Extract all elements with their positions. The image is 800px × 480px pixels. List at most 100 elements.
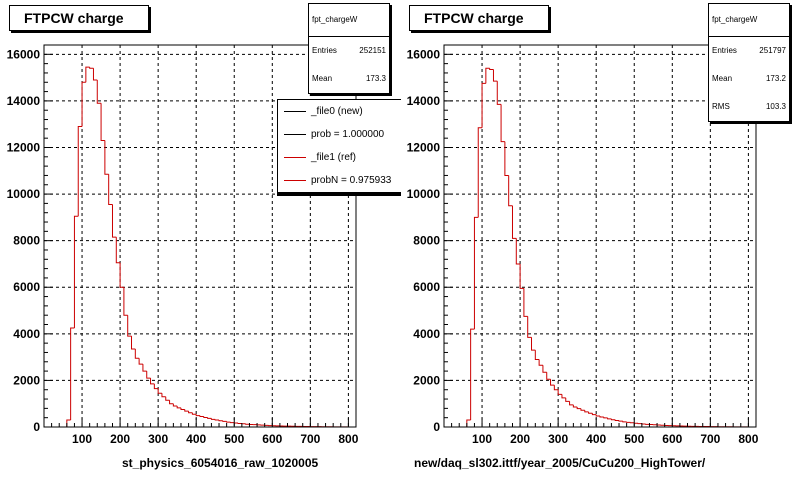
y-tick-label: 4000 <box>13 327 40 341</box>
histogram-bin <box>553 385 559 391</box>
histogram-bin <box>85 66 90 83</box>
histogram-bin <box>603 416 608 419</box>
histogram-bin <box>222 420 227 422</box>
histogram-bin <box>180 407 185 411</box>
legend-label: prob = 1.000000 <box>311 129 385 140</box>
histogram-bin <box>534 350 540 360</box>
x-tick-label: 300 <box>148 432 168 446</box>
stats-entries-label: Entries <box>712 46 737 55</box>
histogram-bin <box>184 409 189 412</box>
histogram-panel-right: 100 200 300 400 500 600 700 800 0 2000 4000 6000 800… <box>400 0 800 480</box>
stats-name: fpt_chargeW <box>709 4 789 37</box>
x-tick-label: 200 <box>110 432 130 446</box>
histogram-bin <box>572 404 578 408</box>
histogram-bin <box>470 328 475 421</box>
legend-label: _file0 (new) <box>311 106 363 117</box>
histogram-bin <box>134 348 140 359</box>
plot-frame <box>443 44 757 428</box>
histogram-bin <box>176 406 181 409</box>
histogram-bin <box>172 403 178 407</box>
histogram-bin <box>161 393 166 398</box>
histogram-bin <box>92 68 98 81</box>
histogram-bin <box>481 82 486 128</box>
x-tick-label: 800 <box>738 432 758 446</box>
x-tick-label: 400 <box>186 432 206 446</box>
x-tick-label: 700 <box>300 432 320 446</box>
legend-entry: probN = 0.975933 <box>278 169 401 192</box>
y-tick-label: 16000 <box>7 47 41 61</box>
x-tick-label: 500 <box>224 432 244 446</box>
x-tick-label: 100 <box>72 432 92 446</box>
histogram-bin <box>142 364 147 372</box>
stats-name: fpt_chargeW <box>309 4 389 37</box>
histogram-bin <box>108 174 113 206</box>
histogram-bin <box>576 406 581 410</box>
histogram-bin <box>123 287 128 316</box>
legend: _file0 (new) prob = 1.000000 _file1 (ref… <box>277 99 401 193</box>
histogram-bin <box>492 69 498 82</box>
x-tick-label: 200 <box>510 432 530 446</box>
histogram-bin <box>557 389 562 395</box>
histogram-bin <box>565 397 570 402</box>
histogram-plot-right: 100 200 300 400 500 600 700 8000200040006000800… <box>407 44 759 446</box>
stats-mean-label: Mean <box>312 74 333 83</box>
histogram-bin <box>508 175 513 207</box>
stats-box: fpt_chargeW Entries 251797 Mean 173.2 RM… <box>708 3 790 122</box>
stats-mean-value: 173.2 <box>765 74 786 83</box>
histogram-bin <box>146 371 151 379</box>
histogram-bin <box>584 410 589 413</box>
histogram-bin <box>210 418 216 420</box>
x-tick-label: 800 <box>338 432 358 446</box>
stats-entries-value: 252151 <box>359 46 386 55</box>
histogram-bin <box>199 415 204 418</box>
x-tick-label: 600 <box>662 432 682 446</box>
histogram-bin <box>203 416 208 418</box>
histogram-bin <box>104 140 109 175</box>
x-tick-label: 400 <box>586 432 606 446</box>
y-tick-label: 8000 <box>413 234 440 248</box>
histogram-bin <box>580 408 585 411</box>
histogram-bin <box>188 411 193 414</box>
plot-area <box>444 45 756 427</box>
histogram-bin <box>89 67 94 69</box>
histogram-bin <box>538 359 543 366</box>
histogram-bin <box>477 127 483 218</box>
histogram-bin <box>511 205 517 239</box>
histogram-bin <box>473 216 479 330</box>
y-tick-label: 12000 <box>407 140 441 154</box>
histogram-bin <box>214 419 220 421</box>
histogram-bin <box>127 315 132 337</box>
chart-title: FTPCW charge <box>409 5 549 31</box>
histogram-bin <box>96 79 102 104</box>
histogram-bin <box>531 337 536 351</box>
legend-line-swatch <box>284 157 306 158</box>
histogram-panel-left: 100 200 300 400 500 600 700 800 0 2000 4000 6000 800… <box>7 3 401 470</box>
histogram-bin <box>207 417 212 419</box>
histogram-bin <box>115 237 121 264</box>
stats-box: fpt_chargeW Entries 252151 Mean 173.3 <box>308 3 390 94</box>
histogram-bin <box>500 104 505 143</box>
histogram-bin <box>485 67 490 84</box>
chart-title: FTPCW charge <box>9 5 149 31</box>
legend-line-swatch <box>284 134 306 135</box>
x-tick-label: 700 <box>700 432 720 446</box>
histogram-bin <box>519 263 524 289</box>
histogram-bin <box>70 327 75 421</box>
histogram-bin <box>169 400 174 405</box>
stats-rms-row: RMS 103.3 <box>709 93 789 121</box>
x-tick-label: 600 <box>262 432 282 446</box>
histogram-bin <box>496 81 502 105</box>
histogram-bin <box>523 288 528 317</box>
histogram-bin <box>191 412 197 415</box>
histogram-bin <box>157 388 162 394</box>
histogram-bin <box>599 416 604 418</box>
histogram-bin <box>610 418 616 421</box>
x-tick-label: 500 <box>624 432 644 446</box>
histogram-bin <box>226 421 231 423</box>
histogram-bin <box>618 420 623 422</box>
stats-entries-row: Entries 252151 <box>309 37 389 65</box>
histogram-bin <box>77 126 83 217</box>
legend-entry: _file1 (ref) <box>278 146 401 169</box>
plot-frame <box>43 44 357 428</box>
histogram-bin <box>111 204 117 238</box>
